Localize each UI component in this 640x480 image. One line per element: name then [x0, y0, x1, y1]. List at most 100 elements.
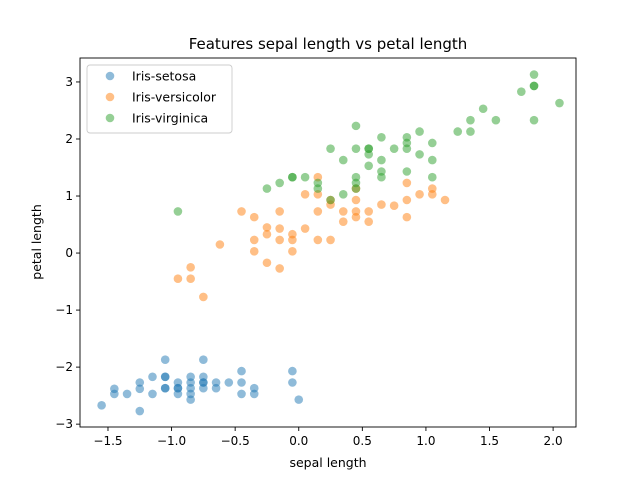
data-point — [313, 184, 323, 193]
data-point — [338, 207, 348, 216]
data-point — [377, 172, 386, 182]
data-point — [377, 200, 386, 209]
data-point — [275, 235, 284, 245]
x-tick-label: 1.5 — [480, 434, 499, 448]
x-axis-label: sepal length — [289, 455, 366, 470]
data-point — [313, 235, 323, 245]
data-point — [186, 263, 195, 272]
data-point — [237, 366, 246, 376]
y-tick-label: −3 — [55, 417, 73, 431]
data-point — [211, 383, 221, 393]
data-point — [288, 172, 297, 182]
plot-frame — [79, 57, 577, 428]
data-point — [173, 207, 183, 216]
data-point — [453, 127, 463, 136]
data-point — [555, 98, 564, 108]
y-tick-label: 1 — [65, 189, 73, 203]
data-point — [338, 155, 348, 165]
data-point — [173, 389, 183, 399]
data-point — [275, 264, 284, 273]
data-point — [364, 161, 374, 171]
x-tick-label: 0.5 — [353, 434, 372, 448]
data-point — [300, 224, 310, 233]
data-point — [199, 355, 208, 365]
data-point — [224, 378, 234, 387]
y-tick-label: 3 — [65, 75, 73, 89]
data-point — [199, 378, 208, 387]
data-point — [148, 372, 157, 382]
data-point — [173, 274, 183, 284]
data-points — [97, 70, 564, 416]
data-point — [351, 144, 361, 153]
legend-marker — [105, 113, 115, 123]
data-point — [160, 372, 170, 382]
data-point — [427, 155, 437, 165]
data-point — [338, 190, 348, 199]
data-point — [529, 81, 539, 91]
data-point — [135, 406, 145, 416]
data-point — [326, 195, 335, 205]
data-point — [478, 104, 488, 114]
chart-title: Features sepal length vs petal length — [189, 35, 468, 53]
data-point — [402, 212, 412, 222]
data-point — [160, 383, 170, 393]
legend: Iris-setosa Iris-versicolor Iris-virginica — [86, 64, 233, 134]
x-tick-label: 1.0 — [416, 434, 435, 448]
y-axis-ticks: −3 −2 −1 0 1 2 3 — [55, 75, 80, 431]
data-point — [427, 138, 437, 148]
data-point — [529, 115, 539, 125]
data-point — [237, 389, 246, 399]
x-tick-label: −1.0 — [157, 434, 186, 448]
data-point — [326, 144, 335, 153]
data-point — [249, 389, 259, 399]
x-tick-label: 0.0 — [289, 434, 308, 448]
data-point — [351, 184, 361, 193]
data-point — [122, 389, 132, 399]
data-point — [377, 155, 386, 165]
legend-marker — [105, 92, 115, 102]
data-point — [215, 240, 225, 249]
data-point — [313, 207, 323, 216]
y-tick-label: 0 — [65, 246, 73, 260]
data-point — [110, 389, 119, 399]
series-iris-setosa — [97, 355, 304, 416]
y-tick-label: −1 — [55, 303, 73, 317]
data-point — [402, 178, 412, 188]
data-point — [364, 144, 374, 153]
data-point — [288, 366, 297, 376]
data-point — [262, 223, 272, 232]
data-point — [377, 132, 386, 142]
data-point — [415, 190, 424, 199]
data-point — [249, 212, 259, 222]
series-iris-virginica — [173, 70, 564, 216]
data-point — [364, 207, 374, 216]
data-point — [199, 292, 208, 302]
data-point — [135, 378, 145, 387]
data-point — [402, 167, 412, 176]
legend-box — [86, 64, 233, 134]
data-point — [300, 190, 310, 199]
data-point — [275, 224, 284, 233]
data-point — [262, 229, 272, 239]
data-point — [415, 150, 424, 159]
y-tick-label: 2 — [65, 132, 73, 146]
data-point — [288, 235, 297, 245]
data-point — [351, 195, 361, 205]
data-point — [364, 217, 374, 226]
legend-marker — [105, 71, 115, 81]
data-point — [440, 195, 450, 205]
data-point — [262, 184, 272, 193]
legend-label: Iris-setosa — [132, 69, 196, 84]
data-point — [97, 401, 106, 410]
x-tick-label: 2.0 — [544, 434, 563, 448]
data-point — [186, 395, 195, 404]
data-point — [262, 258, 272, 268]
data-point — [351, 121, 361, 131]
legend-label: Iris-virginica — [132, 111, 208, 126]
data-point — [529, 70, 539, 79]
data-point — [237, 207, 246, 216]
data-point — [415, 127, 424, 136]
data-point — [338, 217, 348, 226]
data-point — [466, 127, 475, 136]
